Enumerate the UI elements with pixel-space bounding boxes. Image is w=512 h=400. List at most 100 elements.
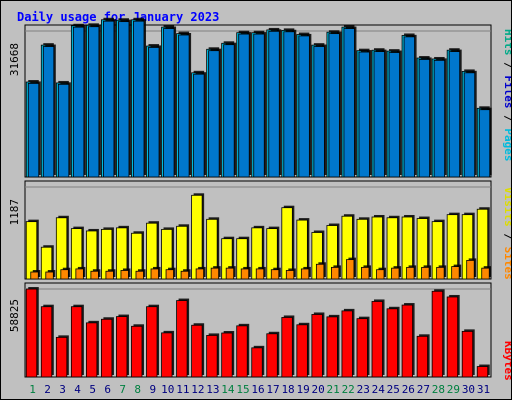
x-tick-day-24: 24 bbox=[372, 383, 386, 396]
bar-sites-day-22 bbox=[346, 259, 355, 280]
bar-kbytes-day-14 bbox=[221, 332, 233, 378]
x-tick-day-21: 21 bbox=[327, 383, 340, 396]
bar-kbytes-day-21 bbox=[326, 316, 338, 378]
bar-kbytes-day-23 bbox=[356, 318, 368, 378]
bar-files-day-17 bbox=[268, 30, 280, 178]
bar-files-day-14 bbox=[223, 44, 235, 178]
bar-sites-day-8 bbox=[135, 270, 144, 280]
bar-sites-day-27 bbox=[421, 266, 430, 280]
x-tick-day-7: 7 bbox=[119, 383, 126, 396]
bar-kbytes-day-12 bbox=[191, 324, 203, 378]
bar-files-day-5 bbox=[87, 26, 100, 178]
legend-separator: / bbox=[502, 56, 511, 76]
legend-middle: Visits / Sites bbox=[502, 187, 511, 280]
legend-separator: / bbox=[502, 109, 511, 129]
bar-files-day-20 bbox=[313, 46, 325, 178]
bar-sites-day-15 bbox=[240, 268, 250, 280]
bar-kbytes-day-29 bbox=[446, 296, 459, 378]
bar-files-day-12 bbox=[193, 73, 205, 178]
bar-sites-day-5 bbox=[90, 270, 99, 280]
x-tick-day-25: 25 bbox=[387, 383, 400, 396]
x-tick-day-31: 31 bbox=[477, 383, 490, 396]
bar-files-day-6 bbox=[103, 20, 115, 178]
bar-kbytes-day-1 bbox=[25, 288, 38, 378]
bar-files-day-9 bbox=[148, 47, 160, 178]
x-tick-day-9: 9 bbox=[149, 383, 156, 396]
bar-sites-day-9 bbox=[150, 268, 159, 280]
bar-sites-day-12 bbox=[195, 268, 205, 280]
legend-top: Hits / Files / Pages bbox=[502, 29, 511, 162]
bar-files-day-1 bbox=[27, 83, 40, 178]
bar-files-day-7 bbox=[118, 21, 130, 178]
bar-sites-day-21 bbox=[331, 266, 340, 280]
y-max-label: 31668 bbox=[8, 43, 21, 76]
bar-visits-day-12 bbox=[191, 194, 203, 280]
x-tick-day-15: 15 bbox=[236, 383, 249, 396]
bar-files-day-25 bbox=[388, 52, 400, 178]
bar-visits-day-18 bbox=[281, 207, 293, 280]
x-tick-day-19: 19 bbox=[296, 383, 309, 396]
bar-files-day-24 bbox=[373, 51, 385, 178]
bar-kbytes-day-8 bbox=[131, 325, 143, 378]
x-tick-day-1: 1 bbox=[29, 383, 36, 396]
bar-files-day-8 bbox=[133, 20, 145, 178]
x-tick-day-12: 12 bbox=[191, 383, 204, 396]
bar-kbytes-day-2 bbox=[40, 306, 53, 378]
bar-sites-day-1 bbox=[30, 271, 39, 280]
bar-sites-day-4 bbox=[75, 268, 84, 280]
bar-sites-day-3 bbox=[60, 269, 69, 280]
x-tick-day-26: 26 bbox=[402, 383, 415, 396]
bar-sites-day-23 bbox=[361, 266, 370, 280]
x-tick-day-20: 20 bbox=[312, 383, 325, 396]
x-tick-day-23: 23 bbox=[357, 383, 370, 396]
bar-sites-day-14 bbox=[225, 267, 235, 280]
bar-kbytes-day-3 bbox=[55, 336, 68, 378]
bar-sites-day-2 bbox=[45, 271, 54, 280]
x-tick-day-29: 29 bbox=[447, 383, 460, 396]
bar-files-day-30 bbox=[463, 72, 476, 178]
bar-sites-day-28 bbox=[436, 266, 445, 280]
x-tick-day-3: 3 bbox=[59, 383, 66, 396]
legend-separator: / bbox=[502, 227, 511, 247]
bar-kbytes-day-28 bbox=[431, 290, 444, 378]
bar-sites-day-24 bbox=[376, 269, 385, 280]
bar-kbytes-day-24 bbox=[371, 301, 383, 378]
bar-files-day-3 bbox=[57, 83, 70, 178]
bar-sites-day-29 bbox=[451, 266, 460, 280]
bar-sites-day-25 bbox=[391, 267, 400, 280]
bar-files-day-28 bbox=[433, 59, 446, 178]
bar-files-day-15 bbox=[238, 33, 250, 178]
x-tick-day-22: 22 bbox=[342, 383, 355, 396]
bar-sites-day-26 bbox=[406, 266, 415, 280]
bar-kbytes-day-6 bbox=[101, 318, 113, 378]
bar-kbytes-day-15 bbox=[236, 325, 248, 378]
bar-kbytes-day-27 bbox=[416, 335, 429, 378]
bar-kbytes-day-7 bbox=[116, 316, 128, 378]
bar-files-day-4 bbox=[72, 26, 85, 178]
bar-kbytes-day-17 bbox=[266, 333, 278, 378]
x-tick-day-6: 6 bbox=[104, 383, 111, 396]
bar-sites-day-6 bbox=[105, 270, 114, 280]
bar-sites-day-18 bbox=[285, 270, 295, 280]
bar-sites-day-7 bbox=[120, 270, 129, 280]
bar-files-day-22 bbox=[343, 28, 355, 178]
x-tick-day-14: 14 bbox=[221, 383, 235, 396]
x-tick-day-13: 13 bbox=[206, 383, 219, 396]
bar-sites-day-30 bbox=[466, 259, 475, 280]
bar-sites-day-10 bbox=[165, 269, 174, 280]
bar-kbytes-day-20 bbox=[311, 314, 323, 378]
x-tick-day-27: 27 bbox=[417, 383, 430, 396]
legend-item: Pages bbox=[502, 128, 511, 161]
bar-kbytes-day-26 bbox=[401, 304, 413, 378]
bar-kbytes-day-10 bbox=[161, 332, 173, 378]
bar-kbytes-day-18 bbox=[281, 317, 293, 378]
bar-sites-day-19 bbox=[300, 268, 310, 280]
bar-kbytes-day-13 bbox=[206, 335, 218, 378]
bar-files-day-26 bbox=[403, 36, 415, 178]
panel-visits-sites: 1187 bbox=[8, 180, 492, 280]
bar-kbytes-day-11 bbox=[176, 300, 188, 378]
x-tick-day-17: 17 bbox=[266, 383, 279, 396]
bar-kbytes-day-16 bbox=[251, 347, 263, 378]
